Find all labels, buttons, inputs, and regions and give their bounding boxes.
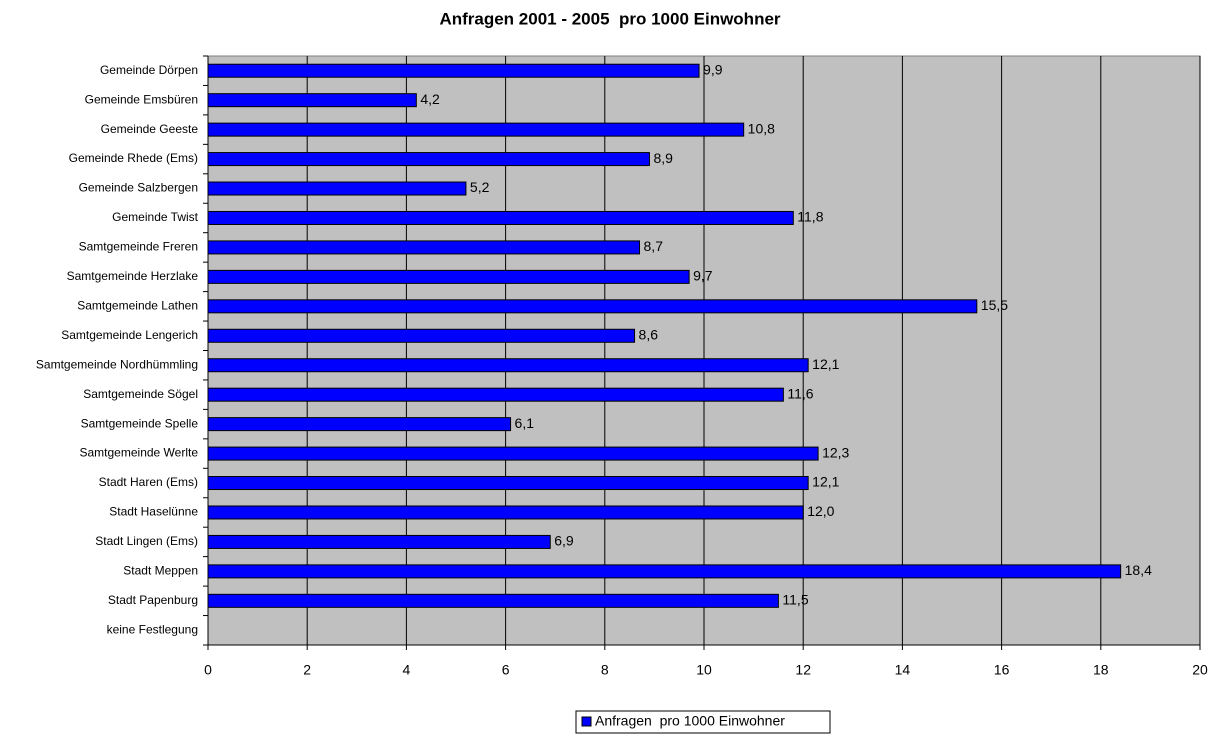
y-tick-label: Samtgemeinde Lathen xyxy=(77,298,198,312)
y-tick-label: Gemeinde Rhede (Ems) xyxy=(69,151,198,165)
legend-box xyxy=(575,710,831,734)
x-tick-label: 12 xyxy=(795,662,811,678)
data-label: 6,9 xyxy=(554,533,574,549)
data-label: 5,2 xyxy=(470,179,490,195)
bar xyxy=(207,564,1122,579)
legend: Anfragen pro 1000 Einwohner xyxy=(575,710,831,734)
x-tick-label: 16 xyxy=(994,662,1010,678)
bar xyxy=(207,328,636,343)
x-tick-label: 0 xyxy=(204,662,212,678)
data-label: 12,3 xyxy=(822,444,849,460)
data-label: 8,6 xyxy=(639,326,659,342)
bar xyxy=(207,210,794,225)
data-label: 12,1 xyxy=(812,474,839,490)
x-tick-label: 20 xyxy=(1192,662,1208,678)
y-tick-label: keine Festlegung xyxy=(107,622,198,636)
bar xyxy=(207,181,467,196)
y-tick-label: Samtgemeinde Sögel xyxy=(83,387,198,401)
x-tick-label: 18 xyxy=(1093,662,1109,678)
y-tick-label: Gemeinde Geeste xyxy=(101,122,199,136)
y-tick-label: Gemeinde Emsbüren xyxy=(85,92,198,106)
y-tick-label: Samtgemeinde Nordhümmling xyxy=(36,357,198,371)
data-label: 18,4 xyxy=(1125,562,1152,578)
y-tick-label: Gemeinde Salzbergen xyxy=(79,181,198,195)
y-tick-label: Stadt Papenburg xyxy=(108,593,198,607)
x-tick-label: 14 xyxy=(895,662,911,678)
x-tick-label: 4 xyxy=(403,662,411,678)
data-label: 11,6 xyxy=(787,385,813,401)
bar xyxy=(207,446,819,461)
y-tick-label: Samtgemeinde Werlte xyxy=(80,446,199,460)
bar xyxy=(207,505,804,520)
data-label: 15,5 xyxy=(981,297,1008,313)
legend-label: Anfragen pro 1000 Einwohner xyxy=(595,713,785,729)
bar xyxy=(207,299,978,314)
bar xyxy=(207,152,650,167)
data-label: 6,1 xyxy=(515,415,535,431)
data-label: 9,7 xyxy=(693,268,713,284)
bar xyxy=(207,63,700,78)
y-tick-label: Samtgemeinde Spelle xyxy=(81,416,199,430)
data-label: 12,0 xyxy=(807,503,834,519)
legend-swatch xyxy=(581,716,592,727)
x-tick-label: 10 xyxy=(696,662,712,678)
bar xyxy=(207,240,641,255)
bar xyxy=(207,93,417,108)
bar xyxy=(207,593,779,608)
bar xyxy=(207,358,809,373)
y-tick-label: Stadt Haren (Ems) xyxy=(99,475,198,489)
y-tick-label: Stadt Haselünne xyxy=(109,505,198,519)
y-tick-label: Samtgemeinde Herzlake xyxy=(67,269,199,283)
y-tick-label: Gemeinde Twist xyxy=(112,210,198,224)
bar xyxy=(207,534,551,549)
bar xyxy=(207,269,690,284)
y-tick-label: Samtgemeinde Lengerich xyxy=(61,328,198,342)
data-label: 10,8 xyxy=(748,120,775,136)
bar xyxy=(207,122,745,137)
data-label: 8,9 xyxy=(653,150,673,166)
bar xyxy=(207,476,809,491)
data-label: 9,9 xyxy=(703,61,723,77)
chart-title: Anfragen 2001 - 2005 pro 1000 Einwohner xyxy=(439,9,780,28)
bar xyxy=(207,417,512,432)
y-tick-label: Stadt Meppen xyxy=(123,564,198,578)
y-tick-label: Samtgemeinde Freren xyxy=(79,240,198,254)
x-tick-label: 6 xyxy=(502,662,510,678)
bar xyxy=(207,387,784,402)
x-tick-label: 2 xyxy=(303,662,311,678)
data-label: 8,7 xyxy=(644,238,664,254)
y-tick-label: Gemeinde Dörpen xyxy=(100,63,198,77)
data-label: 4,2 xyxy=(420,91,440,107)
data-label: 12,1 xyxy=(812,356,839,372)
data-label: 11,5 xyxy=(782,592,808,608)
marks: 9,9 4,2 10,8 8,9 5,2 11,8 8,7 9,7 15,5 8,6 12,1 11,… xyxy=(207,61,1152,608)
x-tick-label: 8 xyxy=(601,662,609,678)
y-tick-label: Stadt Lingen (Ems) xyxy=(95,534,198,548)
data-label: 11,8 xyxy=(797,209,823,225)
